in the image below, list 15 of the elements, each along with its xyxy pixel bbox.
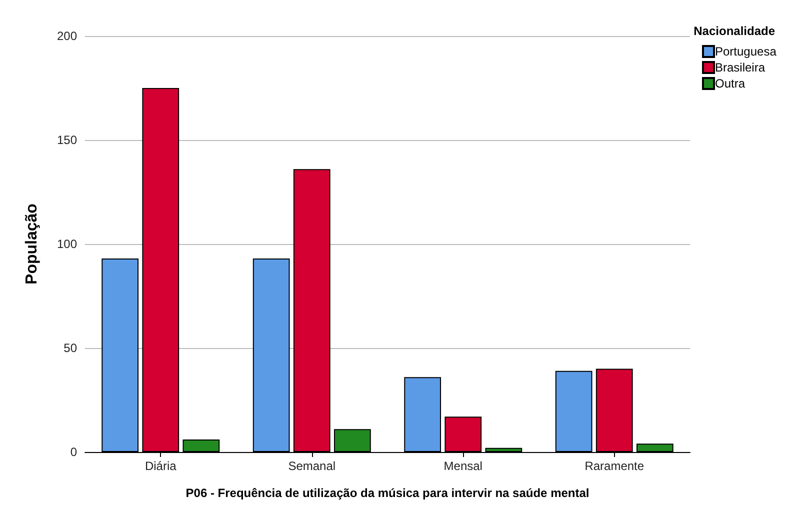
legend-label: Outra	[715, 76, 746, 90]
legend-label: Portuguesa	[715, 44, 777, 58]
legend-label: Brasileira	[715, 60, 766, 74]
x-tick-label: Semanal	[288, 459, 336, 473]
x-tick-label: Diária	[144, 459, 177, 473]
y-tick-label: 150	[56, 133, 78, 147]
legend-title: Nacionalidade	[694, 24, 776, 38]
y-tick-label: 0	[70, 445, 78, 459]
y-tick-label: 200	[56, 29, 78, 43]
x-tick-label: Mensal	[444, 459, 482, 473]
y-tick-label: 50	[64, 341, 78, 355]
x-tick-label: Raramente	[584, 459, 644, 473]
y-axis-title: População	[24, 203, 40, 284]
x-axis-title: P06 - Frequência de utilização da música para intervir na saúde mental	[186, 486, 590, 500]
y-tick-label: 100	[56, 237, 78, 251]
